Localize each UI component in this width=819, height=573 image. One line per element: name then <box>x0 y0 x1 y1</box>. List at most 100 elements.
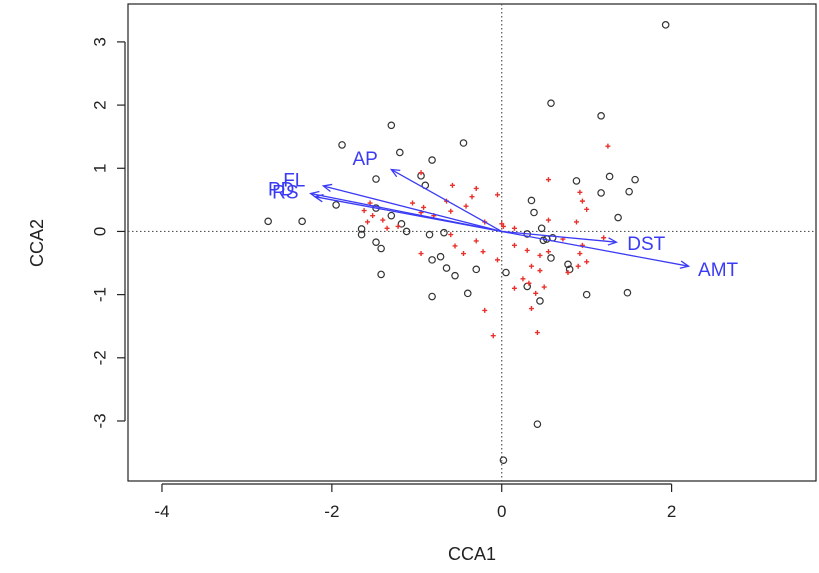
site-point <box>402 227 411 236</box>
site-point <box>396 148 404 157</box>
arrow-pd-label: PD <box>268 179 294 200</box>
species-point <box>534 330 540 336</box>
site-point <box>582 290 591 299</box>
arrow-fl-head <box>321 183 333 193</box>
species-point <box>541 284 547 290</box>
arrow-pd <box>310 192 502 233</box>
site-point <box>499 456 508 464</box>
x-axis: -4 -2 0 2 <box>154 483 676 521</box>
arrow-rs-label: RS <box>272 183 298 204</box>
species-point <box>577 189 583 195</box>
site-point <box>661 21 670 29</box>
x-tick-label: 2 <box>667 502 676 521</box>
species-point <box>537 268 543 274</box>
species-point <box>361 208 367 214</box>
y-tick-label: -3 <box>91 413 110 428</box>
species-point <box>365 219 371 225</box>
site-point <box>298 217 306 226</box>
site-point <box>357 230 366 239</box>
site-point <box>428 292 436 301</box>
species-points <box>361 143 611 339</box>
site-point <box>564 260 572 269</box>
site-point <box>377 244 385 253</box>
site-point <box>332 201 340 209</box>
species-point <box>545 217 551 223</box>
y-tick-label: -2 <box>91 350 110 365</box>
species-point <box>448 208 454 214</box>
arrow-ap <box>390 168 503 233</box>
species-point <box>461 251 467 257</box>
species-point <box>448 232 454 238</box>
site-point <box>372 175 380 183</box>
site-point <box>440 228 448 237</box>
species-point <box>533 290 539 296</box>
species-point <box>579 198 585 204</box>
x-tick-label: 0 <box>497 502 506 521</box>
site-point <box>425 230 434 239</box>
site-point <box>387 211 396 220</box>
site-point <box>463 289 472 298</box>
site-point <box>428 156 436 164</box>
site-point <box>537 224 546 233</box>
species-point <box>469 194 475 200</box>
species-point <box>480 249 486 255</box>
arrow-amt-label: AMT <box>698 260 739 281</box>
species-point <box>449 182 455 188</box>
arrow-amt-head <box>679 260 691 269</box>
site-point <box>623 288 632 297</box>
species-point <box>584 259 590 265</box>
species-point <box>526 280 532 286</box>
arrow-fl <box>323 185 502 233</box>
site-point <box>572 177 581 185</box>
species-point <box>473 238 479 244</box>
site-point <box>264 217 272 226</box>
site-points <box>264 21 670 464</box>
species-point <box>410 200 416 206</box>
y-axis: -3 -2 -1 0 1 2 3 <box>91 37 126 429</box>
site-point <box>459 139 468 147</box>
site-point <box>533 420 542 428</box>
species-point <box>380 217 386 223</box>
species-point <box>565 270 571 276</box>
species-point <box>545 177 551 183</box>
species-point <box>575 263 581 269</box>
site-point <box>530 208 538 217</box>
site-point <box>547 99 555 107</box>
arrow-dst <box>501 230 617 243</box>
species-point <box>601 235 607 241</box>
species-point <box>494 257 500 263</box>
species-point <box>473 185 479 191</box>
site-point <box>502 268 510 277</box>
y-tick-label: 2 <box>91 100 110 109</box>
species-point <box>395 223 401 229</box>
arrow-fl-label: FL <box>283 171 305 192</box>
y-tick-label: 1 <box>91 164 110 173</box>
species-point <box>511 242 517 248</box>
y-axis-title: CCA2 <box>27 219 47 267</box>
species-point <box>537 252 543 258</box>
species-point <box>418 251 424 257</box>
species-point <box>370 213 376 219</box>
arrow-dst-head <box>607 237 618 246</box>
site-point <box>338 141 346 149</box>
x-tick-label: -4 <box>154 502 169 521</box>
site-point <box>547 254 555 262</box>
site-point <box>451 271 459 280</box>
species-point <box>524 247 530 253</box>
species-point <box>577 251 583 257</box>
species-point <box>605 143 611 149</box>
species-point <box>384 225 390 231</box>
site-point <box>372 238 380 246</box>
x-axis-title: CCA1 <box>448 544 496 564</box>
species-point <box>511 285 517 291</box>
arrow-ap-label: AP <box>352 149 377 170</box>
site-point <box>357 225 366 233</box>
site-point <box>442 264 451 272</box>
plot-frame <box>127 3 817 482</box>
species-point <box>490 333 496 339</box>
species-point <box>494 192 500 198</box>
arrow-ap-head <box>389 168 401 178</box>
species-point <box>545 249 551 255</box>
site-point <box>597 189 605 197</box>
